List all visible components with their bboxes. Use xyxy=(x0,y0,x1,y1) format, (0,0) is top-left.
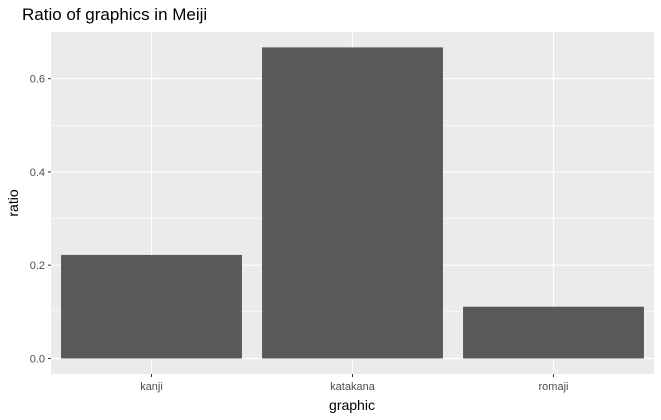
x-axis-title: graphic xyxy=(329,397,375,413)
bars xyxy=(61,47,644,359)
x-tick-label: katakana xyxy=(330,381,376,393)
bar-katakana xyxy=(262,47,443,359)
y-axis-title: ratio xyxy=(5,189,21,216)
x-axis: kanji katakana romaji xyxy=(140,374,568,393)
bar-romaji xyxy=(463,306,644,359)
y-tick-label: 0.4 xyxy=(30,167,45,179)
x-tick-label: kanji xyxy=(140,381,163,393)
y-tick-label: 0.2 xyxy=(30,260,45,272)
y-tick-label: 0.6 xyxy=(30,74,45,86)
y-axis: 0.0 0.2 0.4 0.6 xyxy=(30,74,51,365)
bar-kanji xyxy=(61,254,242,359)
chart-title: Ratio of graphics in Meiji xyxy=(22,5,207,24)
x-tick-label: romaji xyxy=(539,381,569,393)
y-tick-label: 0.0 xyxy=(30,353,45,365)
